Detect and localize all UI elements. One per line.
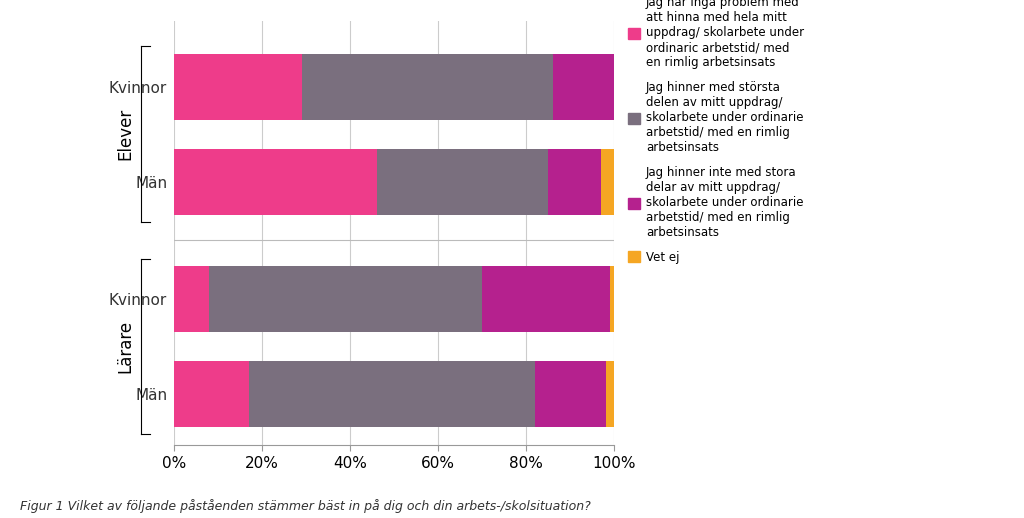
Bar (209, 266, 482, 332)
Bar (174, 149, 377, 215)
Bar (605, 361, 614, 427)
Bar (549, 149, 601, 215)
Legend: Jag har inga problem med
att hinna med hela mitt
uppdrag/ skolarbete under
ordin: Jag har inga problem med att hinna med h… (625, 0, 808, 267)
Bar (302, 54, 553, 120)
Bar (174, 266, 209, 332)
Bar (601, 149, 614, 215)
Bar (482, 266, 610, 332)
Bar (249, 361, 536, 427)
Text: Lärare: Lärare (117, 320, 134, 373)
Bar (536, 361, 605, 427)
Bar (553, 54, 614, 120)
Bar (377, 149, 548, 215)
Text: Figur 1 Vilket av följande påståenden stämmer bäst in på dig och din arbets-/sko: Figur 1 Vilket av följande påståenden st… (20, 499, 591, 513)
Text: Elever: Elever (117, 108, 134, 161)
Bar (610, 266, 614, 332)
Bar (174, 361, 249, 427)
Bar (174, 54, 302, 120)
